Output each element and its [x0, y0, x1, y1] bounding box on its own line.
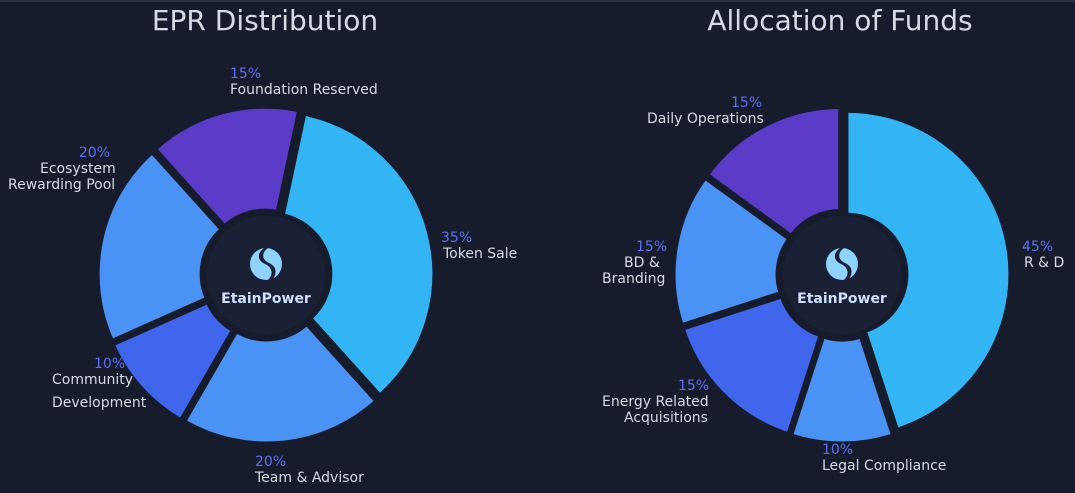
pie-slice-token-sale	[281, 112, 436, 397]
label-energy-related-acquisitions: 15% Energy Related Acquisitions	[602, 378, 710, 426]
label-token-sale: 35% Token Sale	[441, 230, 517, 262]
pie-slice-daily-operations	[705, 106, 842, 238]
slice-percent: 15%	[678, 378, 710, 394]
slice-percent: 15%	[731, 95, 763, 111]
pie-slice-foundation-reserved	[153, 105, 301, 228]
etainpower-logo-icon	[250, 248, 282, 280]
pie-slice-r-and-d	[845, 109, 1012, 432]
label-foundation-reserved: 15% Foundation Reserved	[230, 66, 378, 98]
pie-slice-ecosystem-rewarding-pool	[96, 150, 224, 343]
slice-name: Token Sale	[443, 246, 518, 262]
slice-name: Team & Advisor	[255, 470, 364, 486]
slice-percent: 20%	[78, 145, 110, 161]
slice-percent: 45%	[1022, 239, 1054, 255]
brand-name: EtainPower	[221, 291, 311, 307]
slice-name-line-2: Acquisitions	[624, 410, 708, 426]
pie-slice-team-and-advisor	[182, 322, 378, 445]
slice-percent: 10%	[94, 356, 126, 372]
slice-name-line-2: Branding	[602, 271, 666, 287]
slice-percent: 35%	[441, 230, 473, 246]
label-bd-branding: 15% BD & Branding	[602, 239, 668, 287]
pie-slice-energy-related-acquisitions	[681, 295, 822, 436]
slice-percent: 15%	[230, 66, 262, 82]
slice-name-line-2: Rewarding Pool	[8, 177, 116, 193]
slice-percent: 10%	[822, 442, 854, 458]
pie-slice-legal-compliance	[789, 335, 895, 445]
slice-name-line-2: Development	[52, 395, 147, 411]
label-daily-operations: 15% Daily Operations	[647, 95, 764, 127]
label-r-and-d: 45% R & D	[1022, 239, 1064, 271]
etainpower-logo-icon	[826, 248, 858, 280]
top-divider	[0, 0, 1075, 2]
slice-name: Daily Operations	[647, 111, 764, 127]
slice-name-line-1: Community	[52, 372, 134, 388]
label-ecosystem-rewarding-pool: 20% Ecosystem Rewarding Pool	[8, 145, 116, 193]
slice-percent: 20%	[255, 454, 287, 470]
slice-name: Foundation Reserved	[230, 82, 378, 98]
brand-name: EtainPower	[797, 291, 887, 307]
label-community-development: 10% Community Development	[52, 356, 147, 411]
slice-name-line-1: Energy Related	[602, 394, 709, 410]
slice-name: R & D	[1024, 255, 1065, 271]
chart-title-allocation-of-funds: Allocation of Funds	[707, 4, 973, 37]
slice-name-line-1: BD &	[624, 255, 660, 271]
label-legal-compliance: 10% Legal Compliance	[822, 442, 946, 474]
slice-name: Legal Compliance	[822, 458, 947, 474]
pie-slice-community-development	[111, 300, 235, 422]
label-team-advisor: 20% Team & Advisor	[255, 454, 364, 486]
chart-title-epr-distribution: EPR Distribution	[151, 4, 379, 37]
slice-name-line-1: Ecosystem	[40, 161, 116, 177]
slice-percent: 15%	[636, 239, 668, 255]
pie-slice-bd-and-branding	[672, 176, 791, 327]
